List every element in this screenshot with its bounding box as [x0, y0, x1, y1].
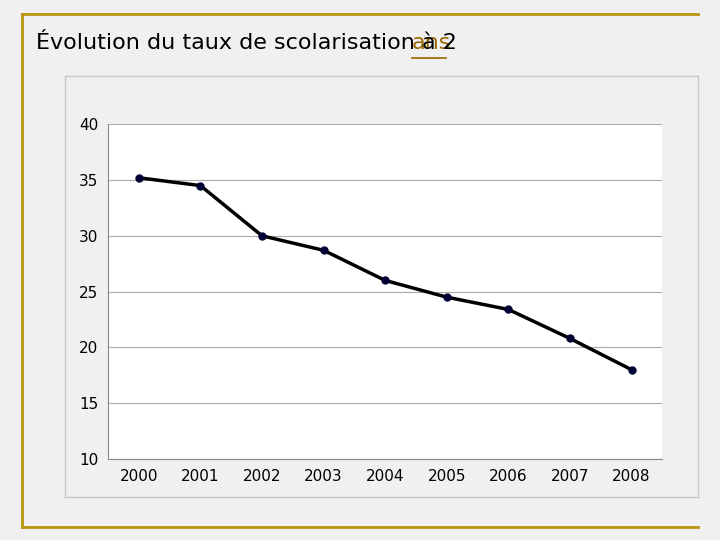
Text: Évolution du taux de scolarisation à 2: Évolution du taux de scolarisation à 2 [36, 33, 464, 53]
Text: ans: ans [412, 33, 451, 53]
